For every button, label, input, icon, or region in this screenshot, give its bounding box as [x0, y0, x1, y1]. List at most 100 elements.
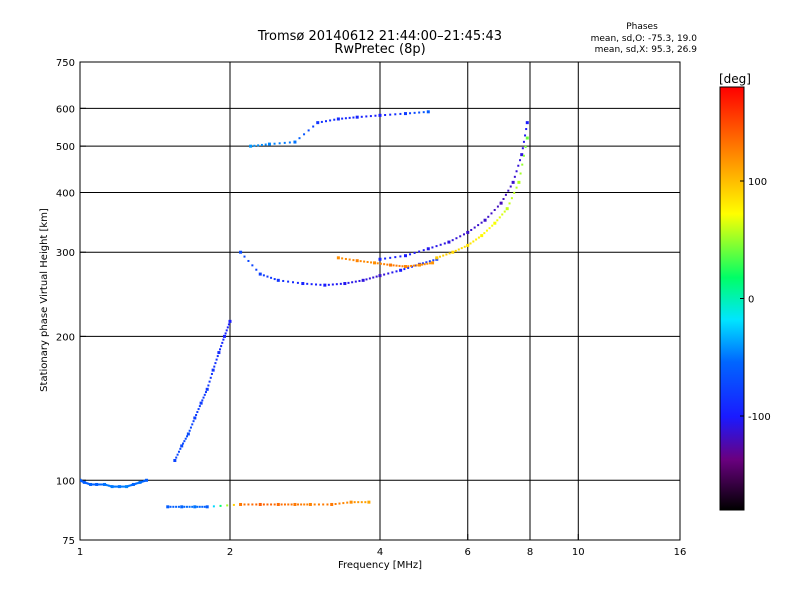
trace-fill-point: [310, 283, 313, 286]
data-point: [505, 207, 509, 211]
y-axis-ticks: 75 100 200 300 400 500 600 750: [56, 58, 86, 547]
data-point: [355, 259, 359, 263]
trace-fill-point: [196, 411, 199, 414]
trace-fill-point: [365, 278, 368, 281]
data-point: [103, 482, 107, 486]
trace-fill-point: [508, 202, 511, 205]
trace-fill-point: [144, 479, 147, 482]
trace-fill-point: [141, 480, 144, 483]
trace-fill-point: [97, 483, 100, 486]
trace-fill-point: [460, 247, 463, 250]
trace-fill-point: [335, 283, 338, 286]
trace-fill-point: [324, 120, 327, 123]
trace-fill-point: [177, 505, 180, 508]
data-point: [403, 265, 407, 269]
x-tick-label: 2: [227, 547, 233, 558]
trace-fill-point: [270, 276, 273, 279]
trace-fill-point: [372, 276, 375, 279]
trace-fill-point: [172, 505, 175, 508]
data-point: [193, 505, 197, 509]
trace-fill-point: [216, 355, 219, 358]
trace-fill-point: [129, 484, 132, 487]
data-point: [293, 502, 297, 506]
trace-fill-point: [364, 501, 367, 504]
y-tick-label: 100: [56, 476, 75, 487]
trace-fill-point: [363, 260, 366, 263]
trace-fill-point: [442, 254, 445, 257]
trace-fill-point: [283, 503, 286, 506]
trace-fill-point: [435, 245, 438, 248]
trace-fill-point: [266, 275, 269, 278]
x-axis-ticks: 1 2 4 6 8 10 16: [77, 534, 686, 558]
y-tick-label: 600: [56, 104, 75, 115]
trace-fill-point: [358, 279, 361, 282]
trace-fill-point: [473, 226, 476, 229]
data-point: [205, 387, 209, 391]
data-point: [417, 263, 421, 267]
trace-fill-point: [351, 281, 354, 284]
trace-fill-point: [280, 503, 283, 506]
trace-fill-point: [262, 274, 265, 277]
data-point: [293, 140, 297, 144]
trace-fill-point: [221, 341, 224, 344]
data-point: [239, 502, 243, 506]
y-tick-label: 200: [56, 332, 75, 343]
trace-fill-point: [317, 503, 320, 506]
trace-fill-point: [425, 261, 428, 264]
data-point: [403, 112, 407, 116]
data-point: [511, 180, 515, 184]
trace-fill-point: [207, 384, 210, 387]
trace-fill-point: [109, 485, 112, 488]
trace-fill-point: [91, 483, 94, 486]
data-point: [378, 113, 382, 117]
trace-fill-point: [521, 147, 524, 150]
chart-title: Tromsø 20140612 21:44:00–21:45:43: [257, 29, 502, 44]
trace-fill-point: [521, 163, 524, 166]
y-tick-label: 750: [56, 58, 75, 69]
colorbar-tick-label: 100: [748, 177, 767, 188]
trace-fill-point: [126, 485, 129, 488]
trace-fill-point: [219, 504, 222, 507]
trace-fill-point: [227, 323, 230, 326]
trace-fill-point: [379, 262, 382, 265]
trace-fill-point: [341, 257, 344, 260]
trace-fill-point: [469, 242, 472, 245]
phase-stats-x: mean, sd,X: 95.3, 26.9: [595, 45, 698, 55]
data-point: [89, 482, 93, 486]
trace-fill-point: [222, 338, 225, 341]
trace-fill-point: [327, 283, 330, 286]
data-point: [499, 201, 503, 205]
trace-fill-point: [392, 264, 395, 267]
data-point: [480, 234, 484, 238]
trace-fill-point: [394, 256, 397, 259]
trace-fill-point: [387, 272, 390, 275]
data-point: [403, 254, 407, 258]
trace-fill-point: [312, 125, 315, 128]
trace-fill-point: [169, 505, 172, 508]
trace-fill-point: [131, 483, 134, 486]
data-point: [199, 401, 203, 405]
trace-fill-point: [338, 502, 341, 505]
trace-fill-point: [93, 483, 96, 486]
trace-fill-point: [410, 264, 413, 267]
data-point: [239, 250, 243, 254]
trace-fill-point: [136, 482, 139, 485]
trace-fill-point: [224, 332, 227, 335]
data-point: [249, 144, 253, 148]
trace-fill-point: [124, 485, 127, 488]
trace-fill-point: [133, 483, 136, 486]
trace-fill-point: [457, 248, 460, 251]
trace-fill-point: [399, 255, 402, 258]
trace-fill-point: [504, 193, 507, 196]
trace-fill-point: [519, 172, 522, 175]
trace-fill-point: [192, 420, 195, 423]
trace-fill-point: [196, 505, 199, 508]
trace-fill-point: [307, 129, 310, 132]
trace-fill-point: [422, 111, 425, 114]
trace-fill-point: [477, 236, 480, 239]
trace-fill-point: [204, 391, 207, 394]
trace-fill-point: [255, 503, 258, 506]
trace-fill-point: [88, 483, 91, 486]
trace-fill-point: [203, 505, 206, 508]
trace-fill-point: [421, 263, 424, 266]
